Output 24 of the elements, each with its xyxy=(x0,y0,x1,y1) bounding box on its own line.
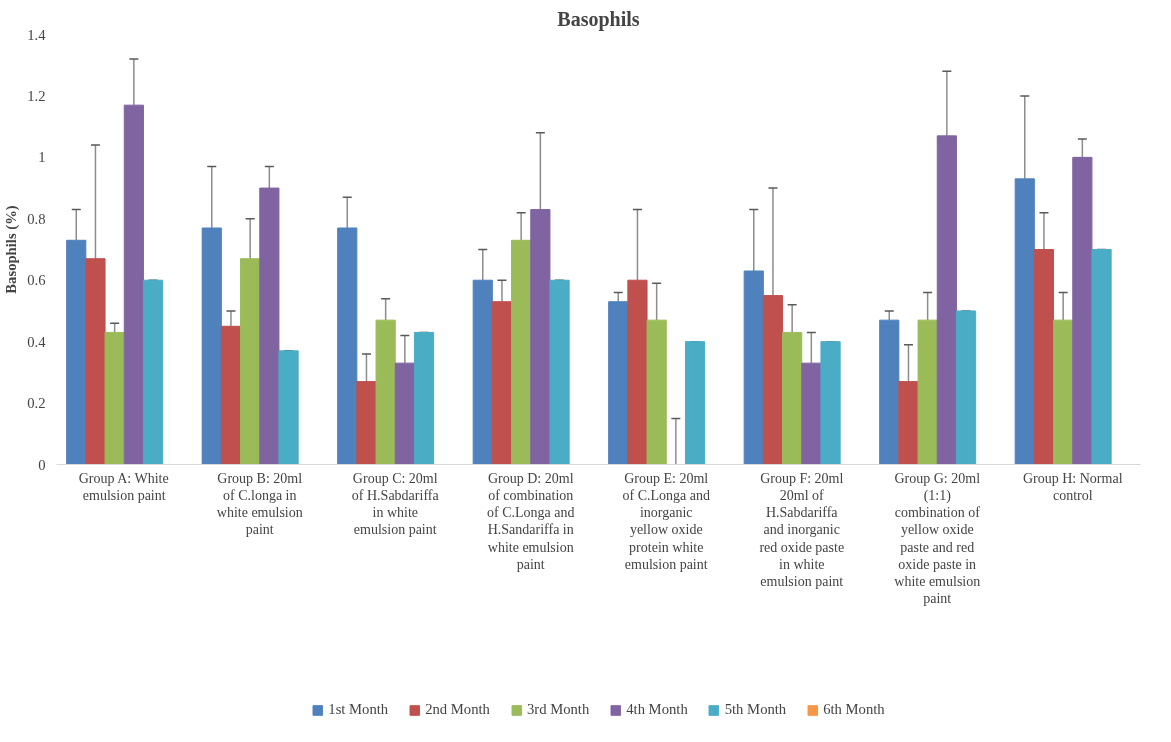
y-tick-label: 0.6 xyxy=(27,272,46,289)
y-tick-label: 0.8 xyxy=(27,210,46,227)
y-axis-title: Basophils (%) xyxy=(3,205,21,294)
x-tick-label: Group E: 20ml of C.Longa and inorganic yellow oxide protein white emulsion paint xyxy=(622,470,710,572)
legend-label: 5th Month xyxy=(724,701,787,718)
y-tick-label: 0 xyxy=(38,456,46,473)
legend-label: 2nd Month xyxy=(425,701,490,718)
legend-label: 6th Month xyxy=(823,701,885,718)
y-tick-label: 1 xyxy=(38,149,46,166)
x-tick-label: Group A: White emulsion paint xyxy=(78,470,169,503)
legend-label: 1st Month xyxy=(328,701,389,718)
x-tick-label: Group D: 20ml of combination of C.Longa and H.Sandariffa in white emulsion paint xyxy=(487,470,575,572)
legend-label: 4th Month xyxy=(626,701,688,718)
y-tick-label: 0.2 xyxy=(27,395,46,412)
y-tick-label: 0.4 xyxy=(27,333,47,350)
x-tick-label: Group G: 20ml (1:1) combination of yellow oxide paste and red oxide paste in white emulsion paint xyxy=(894,470,981,607)
y-tick-label: 1.4 xyxy=(27,26,47,43)
x-tick-label: Group H: Normal control xyxy=(1022,470,1123,503)
legend-label: 3rd Month xyxy=(526,701,590,718)
x-tick-label: Group F: 20ml 20ml of H.Sabdariffa and inorganic red oxide paste in white emulsion paint xyxy=(759,470,845,589)
x-tick-label: Group C: 20ml of H.Sabdariffa in white emulsion paint xyxy=(351,470,440,538)
x-tick-label: Group B: 20ml of C.longa in white emulsion paint xyxy=(216,470,303,538)
chart-title: Basophils xyxy=(557,7,640,31)
y-tick-label: 1.2 xyxy=(27,87,46,104)
